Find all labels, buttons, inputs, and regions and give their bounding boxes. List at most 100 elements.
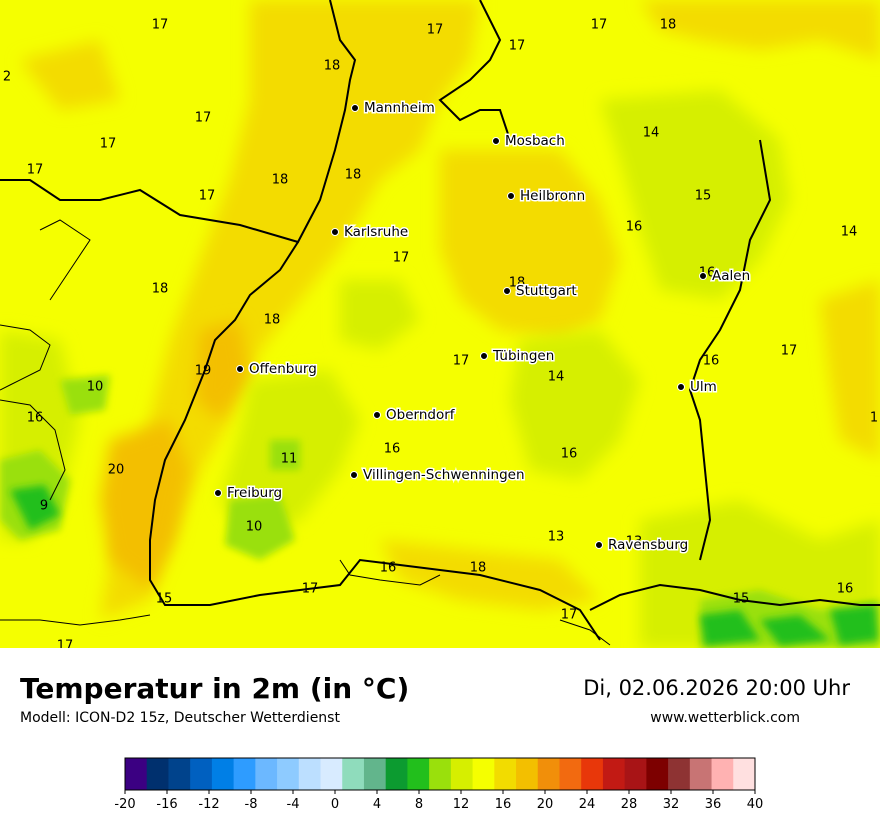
legend-swatch	[624, 758, 647, 790]
legend-swatch	[494, 758, 517, 790]
model-subtitle: Modell: ICON-D2 15z, Deutscher Wetterdie…	[20, 710, 340, 726]
temperature-value: 15	[156, 592, 173, 607]
legend-tick-label: -20	[114, 797, 135, 812]
temperature-value: 17	[195, 111, 212, 126]
city-marker[interactable]: Oberndorf	[373, 406, 457, 425]
legend-swatch	[646, 758, 669, 790]
temperature-value: 16	[384, 442, 401, 457]
legend-tick-label: 24	[579, 797, 596, 812]
temperature-value: 17	[509, 39, 526, 54]
city-label: Mannheim	[364, 100, 435, 116]
legend-swatch	[146, 758, 169, 790]
temperature-value: 9	[40, 499, 48, 514]
city-label: Ulm	[690, 379, 717, 395]
temperature-value: 2	[3, 70, 11, 85]
legend-swatch	[385, 758, 408, 790]
city-markers: Mannheim Mosbach Heilbronn Karlsruhe Aalen St…	[214, 99, 752, 555]
city-label: Freiburg	[227, 485, 282, 501]
temperature-value: 17	[427, 23, 444, 38]
temperature-value: 18	[324, 59, 341, 74]
legend-tick-label: 40	[747, 797, 764, 812]
district-borders	[0, 219, 611, 646]
city-label: Oberndorf	[386, 407, 456, 423]
temperature-value: 18	[345, 168, 362, 183]
temperature-value: 18	[509, 276, 526, 291]
temperature-value: 17	[591, 18, 608, 33]
legend-tick-label: -12	[198, 797, 219, 812]
legend-swatch	[342, 758, 365, 790]
city-dot	[480, 352, 488, 360]
legend-swatch	[255, 758, 278, 790]
legend-swatch	[733, 758, 756, 790]
temperature-value: 20	[108, 463, 125, 478]
city-dot	[595, 541, 603, 549]
color-legend: -20 -16 -12 -8 -4 0 4 8 12 16 20 24 28 32 36 40	[114, 757, 763, 812]
city-dot	[507, 192, 515, 200]
city-marker[interactable]: Mannheim	[351, 99, 436, 118]
city-dot	[492, 137, 500, 145]
city-marker[interactable]: Offenburg	[236, 360, 318, 379]
temperature-value: 17	[100, 137, 117, 152]
legend-swatch	[559, 758, 582, 790]
temperature-value: 10	[246, 520, 263, 535]
temperature-map: 17 17 17 17 18 2 18 17 17 14 17 18 18 17 15 16 14 17 16 18 1…	[0, 0, 880, 648]
legend-swatch	[516, 758, 539, 790]
legend-tick-label: 12	[453, 797, 470, 812]
temperature-value: 11	[281, 452, 298, 467]
legend-swatch	[190, 758, 213, 790]
city-marker[interactable]: Heilbronn	[507, 187, 587, 206]
legend-swatches	[124, 757, 756, 791]
city-dot	[331, 228, 339, 236]
legend-swatch	[450, 758, 474, 790]
legend-tick-label: 32	[663, 797, 680, 812]
city-dot	[351, 104, 359, 112]
temperature-value: 18	[264, 313, 281, 328]
temperature-value: 16	[626, 220, 643, 235]
legend-tick-label: 4	[373, 797, 381, 812]
legend-swatch	[233, 758, 256, 790]
forecast-datetime: Di, 02.06.2026 20:00 Uhr	[583, 676, 850, 700]
city-marker[interactable]: Ulm	[677, 378, 718, 397]
legend-tick-label: -16	[156, 797, 177, 812]
temperature-value: 17	[57, 639, 74, 649]
temperature-value: 1	[870, 411, 878, 426]
legend-tick-label: 36	[705, 797, 722, 812]
temperature-value: 18	[152, 282, 169, 297]
city-marker[interactable]: Mosbach	[492, 132, 566, 151]
city-label: Villingen-Schwenningen	[363, 467, 525, 483]
warm-zones	[20, 0, 880, 620]
coldest-zones	[10, 485, 878, 646]
temperature-value: 13	[626, 535, 643, 550]
legend-swatch	[211, 758, 235, 790]
city-label: Ravensburg	[608, 537, 688, 553]
city-marker[interactable]: Aalen	[699, 267, 752, 286]
city-dot	[350, 471, 358, 479]
legend-swatch	[689, 758, 713, 790]
map-title: Temperatur in 2m (in °C)	[20, 672, 410, 705]
temperature-value: 17	[561, 608, 578, 623]
temperature-value: 17	[393, 251, 410, 266]
legend-ticks: -20 -16 -12 -8 -4 0 4 8 12 16 20 24 28 32 36 40	[114, 790, 763, 812]
city-marker[interactable]: Villingen-Schwenningen	[350, 466, 526, 485]
temperature-value: 16	[703, 354, 720, 369]
legend-frame	[124, 757, 756, 791]
city-label: Heilbronn	[520, 188, 585, 204]
city-marker[interactable]: Ravensburg	[595, 536, 690, 555]
city-dot	[373, 411, 381, 419]
legend-swatch	[168, 758, 191, 790]
city-marker[interactable]: Stuttgart	[503, 282, 578, 301]
temperature-value: 14	[548, 370, 565, 385]
city-marker[interactable]: Freiburg	[214, 484, 284, 503]
temperature-value: 18	[470, 561, 487, 576]
city-marker[interactable]: Tübingen	[480, 347, 556, 366]
city-label: Tübingen	[492, 348, 554, 364]
city-dot	[503, 287, 511, 295]
temperature-value: 17	[781, 344, 798, 359]
city-dot	[214, 489, 222, 497]
temperature-value: 17	[152, 18, 169, 33]
city-marker[interactable]: Karlsruhe	[331, 223, 410, 242]
temperature-value: 16	[561, 447, 578, 462]
city-dot	[677, 383, 685, 391]
website-link[interactable]: www.wetterblick.com	[650, 710, 800, 726]
state-borders	[0, 0, 880, 641]
